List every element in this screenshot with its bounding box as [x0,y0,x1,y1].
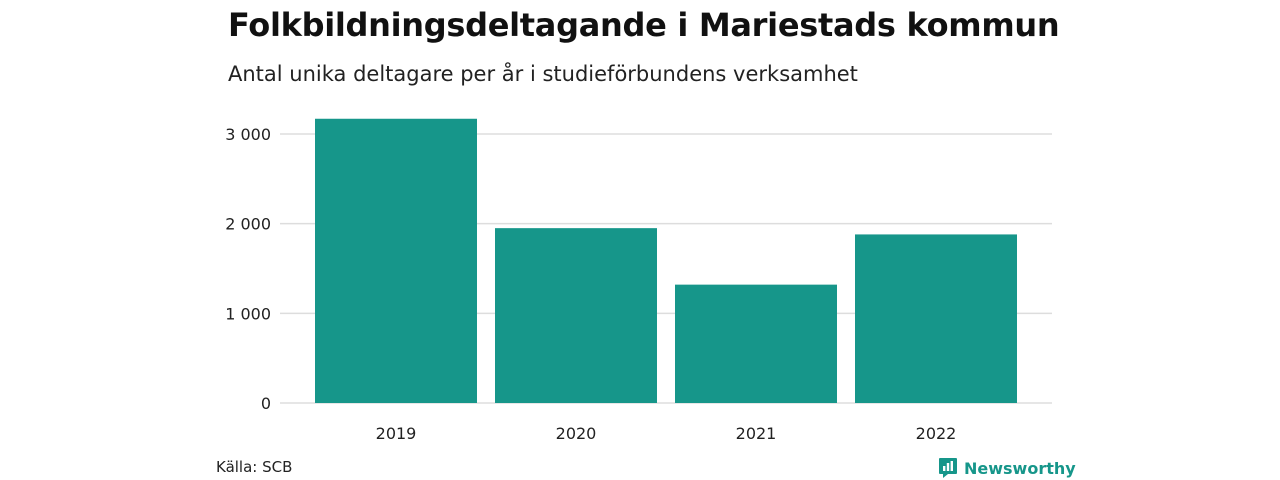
bar-2022 [855,234,1017,403]
x-tick-label: 2022 [916,424,957,443]
x-tick-label: 2019 [376,424,417,443]
y-tick-label: 2 000 [225,215,271,234]
bars [315,118,1017,404]
x-axis-tick-labels: 2019 2020 2021 2022 [376,424,957,443]
y-tick-label: 1 000 [225,304,271,323]
brand-name: Newsworthy [964,458,1076,478]
chart-title: Folkbildningsdeltagande i Mariestads kom… [228,6,1060,44]
newsworthy-logo-icon [939,458,957,478]
y-tick-label: 3 000 [225,125,271,144]
y-axis-tick-labels: 0 1 000 2 000 3 000 [225,125,271,413]
source-label: Källa: SCB [216,458,293,476]
x-tick-label: 2021 [736,424,777,443]
y-tick-label: 0 [261,394,271,413]
bar-2019 [315,118,477,404]
x-tick-label: 2020 [556,424,597,443]
bar-2020 [495,228,657,403]
chart-subtitle: Antal unika deltagare per år i studieför… [228,62,858,86]
bar-2021 [675,284,837,403]
brand: Newsworthy [938,456,1076,480]
